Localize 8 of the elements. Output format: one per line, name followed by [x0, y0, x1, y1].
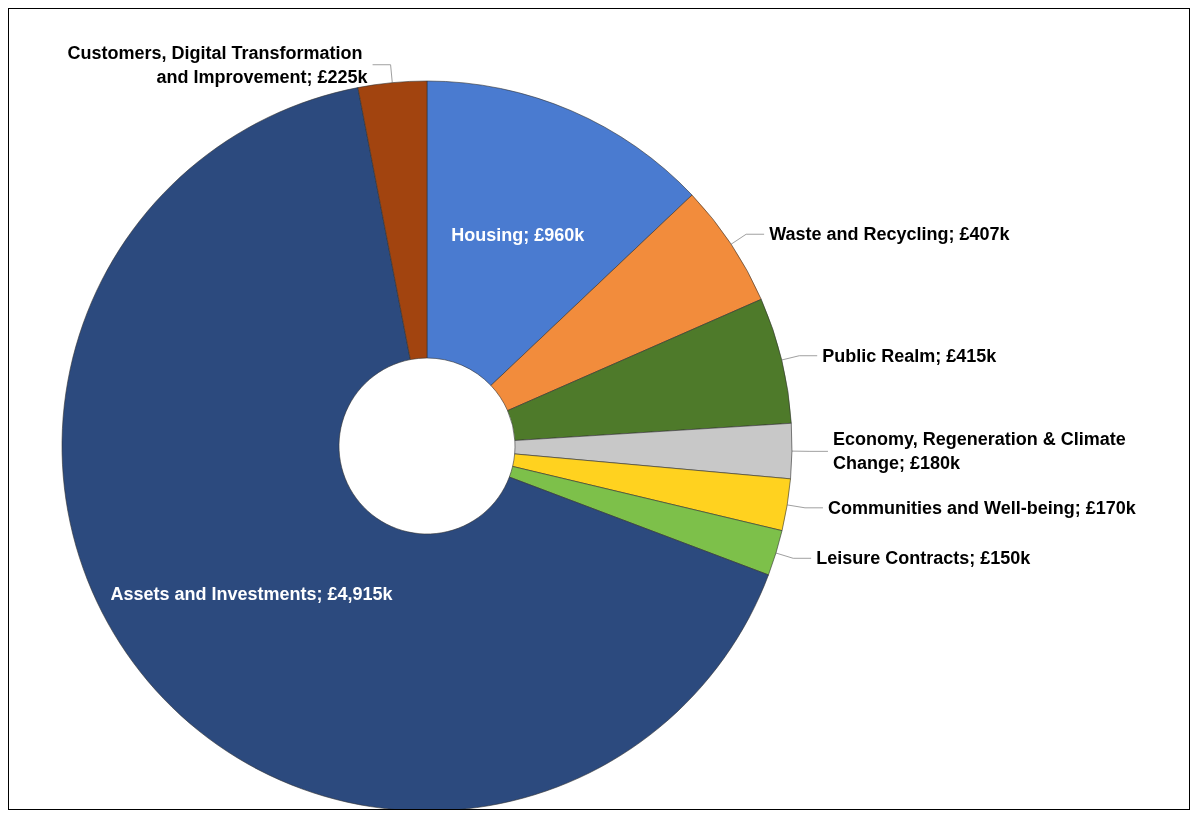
slice-label: Housing; £960k	[451, 225, 586, 246]
slice-label: Leisure Contracts; £150k	[816, 548, 1032, 569]
slice-label: Public Realm; £415k	[822, 345, 998, 366]
slice-label: Assets and Investments; £4,915k	[110, 583, 394, 604]
slice-label: Economy, Regeneration & Climate Change; £180k	[832, 429, 1131, 474]
slice-label: Waste and Recycling; £407k	[769, 224, 1011, 245]
slice-label: Customers, Digital Transformation and Improvement; £225k	[67, 42, 369, 87]
slice-label: Communities and Well-being; £170k	[827, 497, 1137, 518]
